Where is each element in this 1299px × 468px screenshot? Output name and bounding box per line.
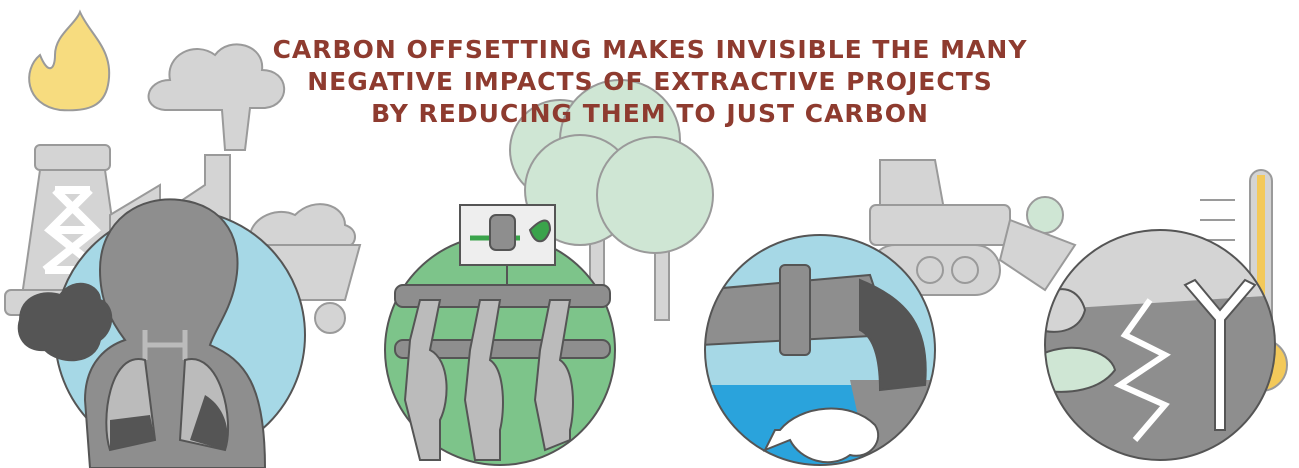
title-line: NEGATIVE IMPACTS OF EXTRACTIVE PROJECTS bbox=[307, 67, 993, 96]
protest-icon bbox=[384, 204, 616, 466]
bulldozer bbox=[869, 159, 1077, 296]
health-impact-icon bbox=[17, 198, 306, 468]
title-line: CARBON OFFSETTING MAKES INVISIBLE THE MA… bbox=[273, 35, 1028, 64]
title-line: BY REDUCING THEM TO JUST CARBON bbox=[371, 99, 929, 128]
drought-icon bbox=[1044, 229, 1276, 461]
